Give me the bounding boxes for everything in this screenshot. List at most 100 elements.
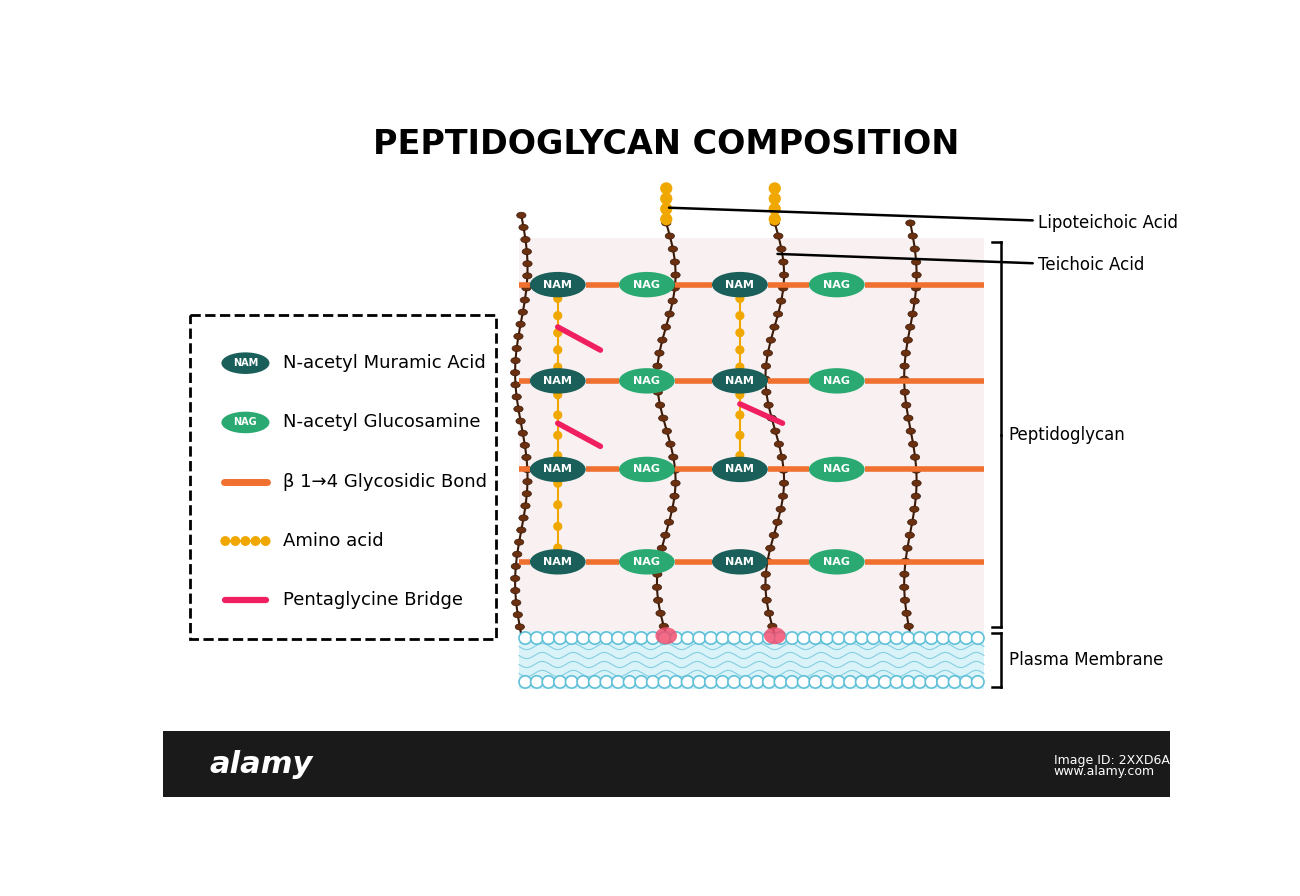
Text: NAM: NAM <box>725 280 754 289</box>
Circle shape <box>693 676 706 688</box>
Ellipse shape <box>767 415 776 421</box>
Circle shape <box>786 676 798 688</box>
Text: Pentaglycine Bridge: Pentaglycine Bridge <box>282 591 463 609</box>
Ellipse shape <box>658 545 667 551</box>
Ellipse shape <box>514 333 523 340</box>
Circle shape <box>716 676 729 688</box>
Circle shape <box>959 676 972 688</box>
Text: N-acetyl Muramic Acid: N-acetyl Muramic Acid <box>282 354 485 372</box>
Circle shape <box>926 676 937 688</box>
Circle shape <box>716 632 729 644</box>
Circle shape <box>660 214 672 225</box>
Ellipse shape <box>619 457 675 482</box>
Ellipse shape <box>776 246 786 252</box>
Circle shape <box>914 632 926 644</box>
Circle shape <box>855 676 868 688</box>
Circle shape <box>530 676 543 688</box>
Circle shape <box>959 632 972 644</box>
Ellipse shape <box>515 539 524 546</box>
Circle shape <box>867 632 880 644</box>
Ellipse shape <box>653 571 662 577</box>
Text: Image ID: 2XXD6A7: Image ID: 2XXD6A7 <box>1054 754 1178 767</box>
Ellipse shape <box>911 259 920 265</box>
Circle shape <box>601 676 612 688</box>
Circle shape <box>751 676 763 688</box>
Ellipse shape <box>779 259 788 265</box>
Bar <box>162 731 1170 797</box>
Text: NAG: NAG <box>633 280 660 289</box>
Circle shape <box>221 537 230 546</box>
Ellipse shape <box>671 467 680 473</box>
Ellipse shape <box>766 337 776 343</box>
Circle shape <box>670 632 682 644</box>
Circle shape <box>914 676 926 688</box>
Ellipse shape <box>519 309 528 315</box>
Ellipse shape <box>712 457 768 482</box>
Text: Plasma Membrane: Plasma Membrane <box>1009 651 1164 669</box>
Ellipse shape <box>653 363 662 369</box>
Ellipse shape <box>521 503 530 509</box>
Circle shape <box>589 676 601 688</box>
Text: NAG: NAG <box>633 556 660 567</box>
Ellipse shape <box>655 350 664 357</box>
Ellipse shape <box>911 493 920 499</box>
Circle shape <box>261 537 270 546</box>
Ellipse shape <box>900 584 909 590</box>
Circle shape <box>554 411 562 418</box>
Circle shape <box>554 391 562 399</box>
Ellipse shape <box>512 551 521 557</box>
Circle shape <box>554 544 562 552</box>
Circle shape <box>949 632 961 644</box>
Text: NAM: NAM <box>543 280 572 289</box>
Circle shape <box>554 432 562 439</box>
Ellipse shape <box>519 224 528 230</box>
Ellipse shape <box>763 350 772 357</box>
Ellipse shape <box>766 545 775 551</box>
Ellipse shape <box>656 610 666 616</box>
Ellipse shape <box>770 324 779 330</box>
Ellipse shape <box>511 588 520 594</box>
Circle shape <box>566 676 577 688</box>
Ellipse shape <box>901 558 910 564</box>
Ellipse shape <box>762 389 771 395</box>
Ellipse shape <box>907 519 916 525</box>
Circle shape <box>577 676 589 688</box>
Ellipse shape <box>909 233 918 239</box>
Ellipse shape <box>515 624 524 630</box>
Text: N-acetyl Glucosamine: N-acetyl Glucosamine <box>282 413 480 432</box>
Circle shape <box>554 329 562 337</box>
Circle shape <box>530 632 543 644</box>
Ellipse shape <box>907 311 918 317</box>
Ellipse shape <box>521 285 532 291</box>
Circle shape <box>612 632 624 644</box>
Ellipse shape <box>653 376 662 383</box>
Circle shape <box>554 295 562 302</box>
Ellipse shape <box>901 350 910 357</box>
Circle shape <box>949 676 961 688</box>
Ellipse shape <box>764 402 774 409</box>
Ellipse shape <box>900 376 909 383</box>
Circle shape <box>554 676 567 688</box>
Text: NAM: NAM <box>725 375 754 386</box>
Circle shape <box>879 676 892 688</box>
Ellipse shape <box>516 527 526 533</box>
Ellipse shape <box>911 480 922 487</box>
Circle shape <box>775 632 786 644</box>
Circle shape <box>519 632 532 644</box>
Circle shape <box>242 537 250 546</box>
Circle shape <box>660 194 672 204</box>
Ellipse shape <box>772 519 783 525</box>
Ellipse shape <box>671 272 680 278</box>
Circle shape <box>763 676 775 688</box>
Circle shape <box>670 676 682 688</box>
Circle shape <box>891 632 902 644</box>
Ellipse shape <box>774 233 783 239</box>
Circle shape <box>770 194 780 204</box>
Circle shape <box>937 632 949 644</box>
Ellipse shape <box>511 575 520 582</box>
Circle shape <box>832 632 845 644</box>
Ellipse shape <box>664 519 673 525</box>
Ellipse shape <box>776 298 785 304</box>
Ellipse shape <box>712 549 768 574</box>
Ellipse shape <box>668 506 677 513</box>
